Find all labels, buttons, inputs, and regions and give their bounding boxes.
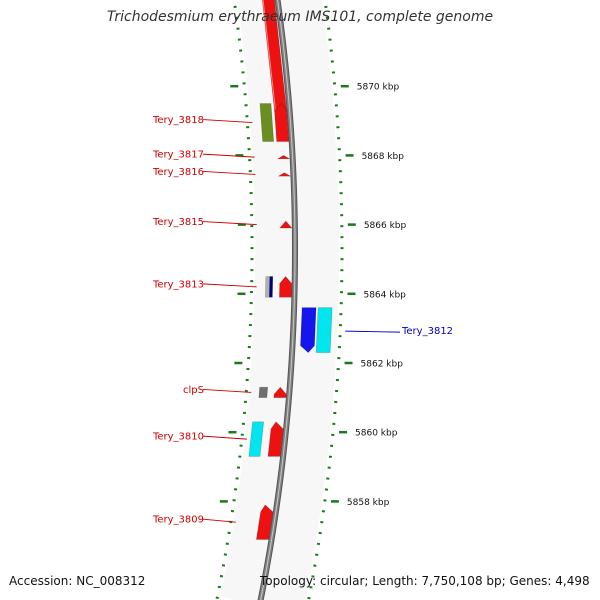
cog-block	[258, 386, 269, 398]
scale-tick-label: 5864 kbp	[363, 290, 406, 300]
feature-label: Tery_3809	[152, 515, 204, 526]
cds-arrow	[277, 172, 292, 177]
label-leader	[202, 435, 247, 440]
genome-summary-text: Topology: circular; Length: 7,750,108 bp…	[260, 574, 590, 588]
cds-arrow	[300, 307, 317, 354]
feature-label: clpS	[183, 385, 204, 396]
label-leader	[202, 170, 256, 175]
cds-arrow	[276, 155, 291, 160]
feature-label: Tery_3816	[152, 167, 204, 178]
scale-tick-label: 5866 kbp	[364, 221, 407, 231]
feature-label: Tery_3815	[152, 217, 204, 228]
cds-highlight	[262, 0, 277, 113]
scale-tick-label: 5858 kbp	[347, 498, 390, 508]
cds-arrow	[274, 103, 290, 142]
genome-title: Trichodesmium erythraeum IMS101, complet…	[106, 9, 494, 25]
feature-label: Tery_3813	[152, 279, 204, 290]
label-leader	[202, 221, 257, 226]
accession-text: Accession: NC_008312	[9, 574, 146, 588]
cog-block	[248, 421, 265, 457]
label-leader	[202, 518, 236, 523]
cds-arrow	[279, 220, 293, 229]
feature-layer	[248, 0, 333, 540]
cds-arrow	[273, 386, 287, 398]
label-leader	[202, 153, 255, 158]
scale-tick-label: 5868 kbp	[362, 152, 405, 162]
cog-block	[269, 276, 274, 298]
label-leader	[202, 388, 252, 393]
label-leader	[345, 330, 401, 333]
feature-label-layer: Tery_3809 Tery_3810 clpS Tery_3812 Tery_3813…	[152, 115, 453, 526]
feature-label: Tery_3817	[152, 150, 204, 161]
cds-arrow	[279, 276, 292, 298]
scale-tick-label: 5870 kbp	[357, 83, 400, 93]
cog-block	[315, 307, 333, 353]
backbone-highlight	[260, 0, 296, 600]
scale-tick-label: 5860 kbp	[355, 429, 398, 439]
feature-label: Tery_3810	[152, 432, 204, 443]
cds-arrow	[267, 421, 284, 457]
scale-tick-layer: 5858 kbp 5860 kbp 5862 kbp 5864 kbp 5866 kbp…	[219, 83, 407, 508]
feature-label: Tery_3818	[152, 115, 204, 126]
ring-layer	[215, 0, 344, 600]
label-leader	[202, 119, 253, 123]
label-leader	[202, 283, 257, 288]
cds-arrow	[256, 504, 274, 540]
scale-tick-label: 5862 kbp	[361, 360, 404, 370]
cog-block	[259, 103, 275, 142]
feature-label: Tery_3812	[401, 326, 453, 337]
